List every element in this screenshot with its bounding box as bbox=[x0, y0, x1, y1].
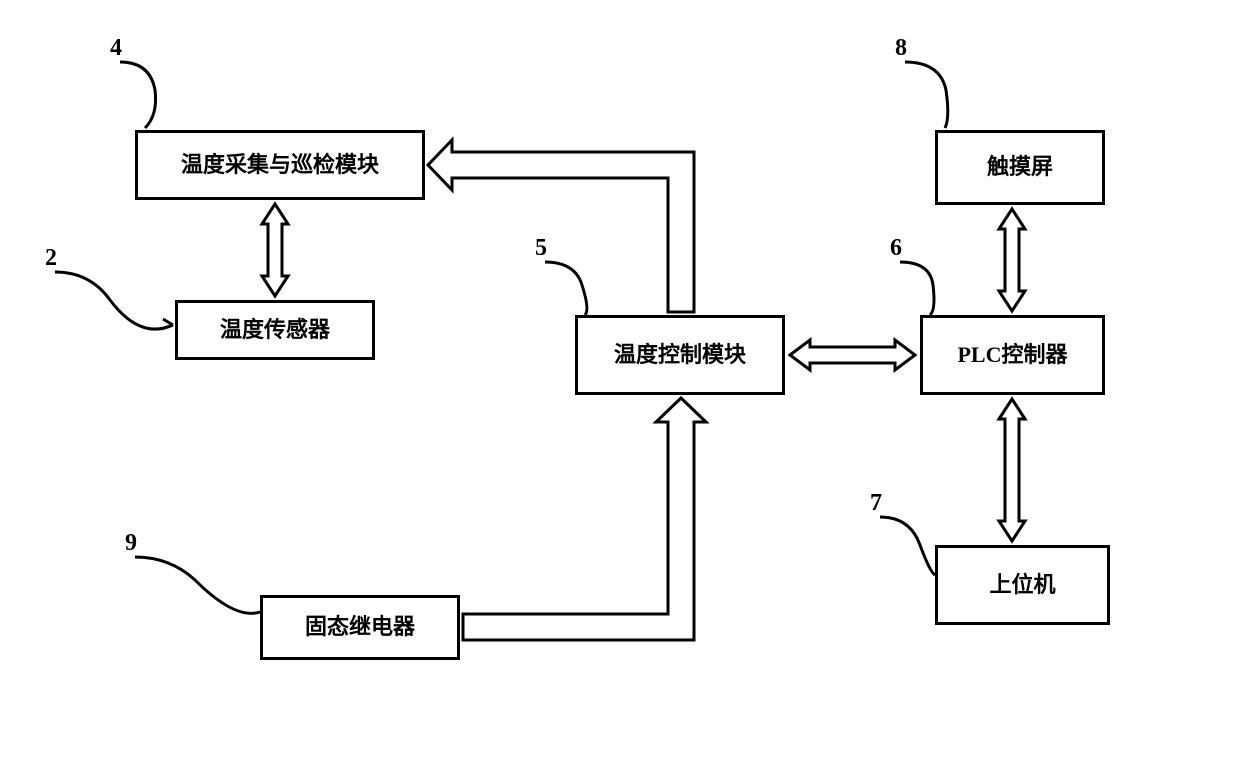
callout-text: 7 bbox=[870, 490, 882, 516]
node-plc-controller: PLC控制器 bbox=[920, 315, 1105, 395]
callout-text: 5 bbox=[535, 235, 547, 261]
callout-7: 7 bbox=[870, 490, 882, 517]
node-touchscreen: 触摸屏 bbox=[935, 130, 1105, 205]
node-host-computer: 上位机 bbox=[935, 545, 1110, 625]
node-label: 触摸屏 bbox=[987, 154, 1053, 180]
node-label: 温度采集与巡检模块 bbox=[181, 152, 379, 178]
node-temp-acquisition: 温度采集与巡检模块 bbox=[135, 130, 425, 200]
callout-8: 8 bbox=[895, 35, 907, 62]
node-label: 上位机 bbox=[989, 572, 1055, 598]
callout-text: 8 bbox=[895, 35, 907, 61]
node-temp-sensor: 温度传感器 bbox=[175, 300, 375, 360]
callout-text: 2 bbox=[45, 245, 57, 271]
callout-2: 2 bbox=[45, 245, 57, 272]
callout-5: 5 bbox=[535, 235, 547, 262]
node-label: PLC控制器 bbox=[957, 342, 1067, 368]
callout-6: 6 bbox=[890, 235, 902, 262]
node-label: 温度控制模块 bbox=[614, 342, 746, 368]
diagram-canvas: 温度采集与巡检模块 温度传感器 温度控制模块 PLC控制器 触摸屏 上位机 固态… bbox=[0, 0, 1240, 760]
callout-4: 4 bbox=[110, 35, 122, 62]
callout-text: 9 bbox=[125, 530, 137, 556]
callout-text: 6 bbox=[890, 235, 902, 261]
callout-9: 9 bbox=[125, 530, 137, 557]
callout-text: 4 bbox=[110, 35, 122, 61]
node-label: 固态继电器 bbox=[305, 614, 415, 640]
node-label: 温度传感器 bbox=[220, 317, 330, 343]
node-temp-control: 温度控制模块 bbox=[575, 315, 785, 395]
node-solid-state-relay: 固态继电器 bbox=[260, 595, 460, 660]
